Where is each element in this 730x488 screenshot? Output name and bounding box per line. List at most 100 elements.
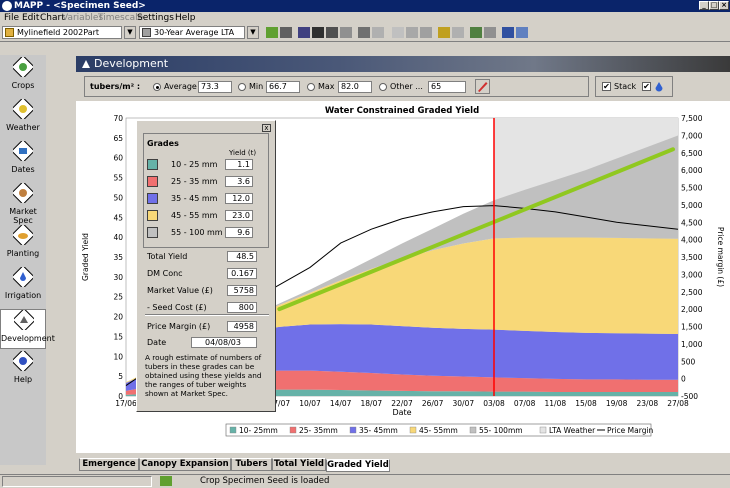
grade-swatch xyxy=(147,176,158,187)
legend-swatch xyxy=(539,426,547,434)
menu-file[interactable]: File xyxy=(4,13,20,23)
menu-edit[interactable]: Edit xyxy=(22,13,40,23)
other-label: Other ... xyxy=(390,82,423,91)
tab-canopy-expansion[interactable]: Canopy Expansion xyxy=(139,458,231,471)
sidebar-item-irrigation[interactable]: Irrigation xyxy=(0,267,46,307)
tab-emergence[interactable]: Emergence xyxy=(79,458,139,471)
min-field[interactable]: 66.7 xyxy=(266,81,300,93)
sidebar-item-weather[interactable]: Weather xyxy=(0,99,46,139)
x-tick-label: 11/08 xyxy=(545,399,567,408)
y2-tick-label: -500 xyxy=(681,392,698,401)
chart-icon[interactable] xyxy=(280,27,292,38)
max-field[interactable]: 82.0 xyxy=(338,81,372,93)
grades-panel[interactable]: x Grades Yield (t) 10 - 25 mm 1.1 25 - 3… xyxy=(136,120,276,412)
weather-select[interactable]: 30-Year Average LTA xyxy=(139,26,245,39)
sidebar-item-market-spec[interactable]: Market Spec xyxy=(0,183,46,225)
display-options-group: ✔ Stack ✔ xyxy=(595,76,673,97)
save-icon[interactable] xyxy=(312,27,324,38)
paste-icon[interactable] xyxy=(420,27,432,38)
weather-select-dropdown[interactable]: ▼ xyxy=(247,26,259,39)
grid-icon[interactable] xyxy=(484,27,496,38)
min-radio[interactable] xyxy=(238,83,246,91)
link-icon[interactable] xyxy=(502,27,514,38)
sidebar-item-planting[interactable]: Planting xyxy=(0,225,46,265)
y2-tick-label: 6,500 xyxy=(681,149,703,158)
grade-row: 55 - 100 mm 9.6 xyxy=(147,227,263,239)
close-panel-button[interactable]: x xyxy=(262,124,271,132)
trend-line xyxy=(277,147,675,312)
options-icon[interactable] xyxy=(438,27,450,38)
max-radio[interactable] xyxy=(307,83,315,91)
summary-label: DM Conc xyxy=(147,269,183,278)
map-icon[interactable] xyxy=(470,27,482,38)
save-as-icon[interactable] xyxy=(326,27,338,38)
pencil-icon[interactable] xyxy=(475,79,490,94)
x-tick-label: 27/08 xyxy=(667,399,689,408)
sidebar: Crops Weather Dates Market Spec Planting… xyxy=(0,55,55,465)
grade-label: 25 - 35 mm xyxy=(171,177,218,186)
menu-chart[interactable]: Chart xyxy=(40,13,65,23)
grade-yield-value: 1.1 xyxy=(225,159,253,170)
y2-tick-label: 3,500 xyxy=(681,253,703,262)
menu-help[interactable]: Help xyxy=(175,13,196,23)
y2-axis-label: Price margin (£) xyxy=(716,227,725,287)
grades-group xyxy=(143,133,269,248)
sidebar-item-development[interactable]: Development xyxy=(0,309,55,349)
tab-tubers[interactable]: Tubers xyxy=(231,458,272,471)
menu-settings[interactable]: Settings xyxy=(137,13,174,23)
sidebar-item-label: Planting xyxy=(6,249,40,258)
x-tick-label: 14/07 xyxy=(330,399,352,408)
table-icon[interactable] xyxy=(298,27,310,38)
refresh-icon[interactable] xyxy=(452,27,464,38)
page-header: Development xyxy=(76,56,730,72)
forward-icon[interactable] xyxy=(516,27,528,38)
close-button[interactable]: × xyxy=(719,1,729,10)
field-select[interactable]: Mylinefield 2002Part xyxy=(2,26,122,39)
weather-select-value: 30-Year Average LTA xyxy=(154,28,235,37)
copy-icon[interactable] xyxy=(406,27,418,38)
sidebar-item-help[interactable]: Help xyxy=(0,351,46,391)
grade-swatch xyxy=(147,227,158,238)
x-tick-label: 17/06 xyxy=(115,399,137,408)
grade-swatch xyxy=(147,159,158,170)
summary-value: 800 xyxy=(227,302,257,313)
water-drop-icon xyxy=(655,82,663,92)
other-radio[interactable] xyxy=(379,83,387,91)
stack-checkbox[interactable]: ✔ xyxy=(602,82,611,91)
minimize-button[interactable]: _ xyxy=(699,1,709,10)
market-value-row: Market Value (£) 5758 xyxy=(147,285,267,297)
average-radio[interactable] xyxy=(153,83,161,91)
water-checkbox[interactable]: ✔ xyxy=(642,82,651,91)
restore-button[interactable]: □ xyxy=(709,1,719,10)
legend-swatch xyxy=(409,426,417,434)
average-field[interactable]: 73.3 xyxy=(198,81,232,93)
weather-select-icon xyxy=(142,28,151,37)
sidebar-item-label: Market Spec xyxy=(9,207,37,225)
print-icon[interactable] xyxy=(358,27,370,38)
sidebar-item-dates[interactable]: Dates xyxy=(0,141,46,181)
menu-variables[interactable]: Variables xyxy=(62,13,104,23)
grade-row: 35 - 45 mm 12.0 xyxy=(147,193,263,205)
tab-graded-yield[interactable]: Graded Yield xyxy=(326,459,390,472)
grades-note: A rough estimate of numbers of tubers in… xyxy=(145,353,262,398)
print-preview-icon[interactable] xyxy=(372,27,384,38)
run-icon[interactable] xyxy=(266,27,278,38)
x-tick-label: 19/08 xyxy=(606,399,628,408)
y2-tick-label: 3,000 xyxy=(681,270,703,279)
legend-swatch xyxy=(469,426,477,434)
tab-total-yield[interactable]: Total Yield xyxy=(272,458,326,471)
y-tick-label: 0 xyxy=(118,392,123,401)
x-tick-label: 07/07 xyxy=(269,399,291,408)
weather-icon xyxy=(13,99,33,119)
y-tick-label: 50 xyxy=(113,193,123,202)
grade-label: 35 - 45 mm xyxy=(171,194,218,203)
other-field[interactable]: 65 xyxy=(428,81,466,93)
grade-row: 45 - 55 mm 23.0 xyxy=(147,210,263,222)
max-label: Max xyxy=(318,82,335,91)
cut-icon[interactable] xyxy=(392,27,404,38)
sidebar-item-crops[interactable]: Crops xyxy=(0,57,46,97)
y-tick-label: 25 xyxy=(113,293,123,302)
export-icon[interactable] xyxy=(340,27,352,38)
menu-timescale[interactable]: Timescale xyxy=(98,13,144,23)
field-select-dropdown[interactable]: ▼ xyxy=(124,26,136,39)
